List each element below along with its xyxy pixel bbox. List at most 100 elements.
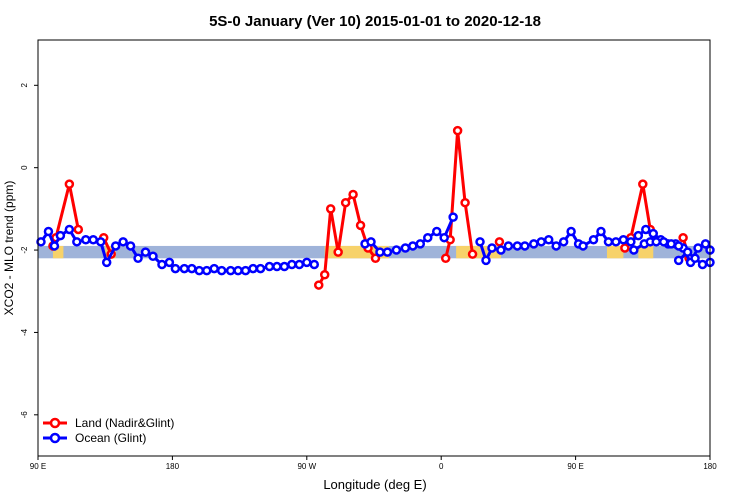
ocean-data-point [164,257,175,268]
ocean-data-point [101,257,112,268]
ocean-data-point [658,237,669,247]
ocean-data-point [255,263,266,274]
y-tick-label: 0 [20,165,29,170]
plot-area: 90 E 180 90 W 0 90 E 180 2 0 -2 -4 -6 [20,39,717,471]
land-data-point [638,179,648,189]
ocean-data-point [375,247,385,257]
land-data-point [348,189,358,200]
y-tick-label: 2 [20,83,29,88]
y-tick-label: -6 [20,411,29,419]
ocean-data-point [133,253,143,264]
land-strip [52,245,64,259]
land-data-point [64,179,75,189]
ocean-data-point [648,228,659,239]
land-data-point [467,249,478,259]
ocean-data-point [287,259,297,270]
legend: Land (Nadir&Glint) Ocean (Glint) [43,416,174,445]
ocean-data-point [36,237,46,247]
legend-land-label: Land (Nadir&Glint) [75,416,174,430]
ocean-data-point [666,239,676,249]
ocean-data-point [641,224,651,235]
ocean-data-point [697,259,708,270]
ocean-data-point [626,237,636,247]
ocean-data-point [448,212,458,222]
ocean-data-point [487,243,497,253]
land-data-point [460,197,470,208]
ocean-data-point [72,237,82,247]
ocean-data-point [633,230,644,241]
ocean-data-point [366,237,376,247]
ocean-data-point [651,237,661,247]
ocean-data-point [264,261,275,272]
y-tick-label: -4 [20,328,29,336]
ocean-data-point [439,232,449,243]
ocean-data-point [391,245,402,255]
ocean-data-point [179,263,190,274]
ocean-data-point [629,245,639,255]
ocean-data-point [481,255,491,266]
land-strip [606,245,624,259]
land-data-point [313,280,324,290]
ocean-data-point [400,243,411,253]
y-axis-label: XCO2 - MLO trend (ppm) [2,181,16,316]
land-data-point [494,237,505,247]
ocean-data-point [690,253,700,264]
ocean-data-point [512,241,523,251]
ocean-data-point [536,237,547,247]
y-tick-label: -2 [20,246,29,254]
ocean-data-point [475,237,485,247]
x-tick-label: 180 [703,462,717,471]
ocean-data-point [529,239,539,249]
legend-ocean-label: Ocean (Glint) [75,431,146,445]
ocean-data-point [520,241,530,251]
ocean-data-point [272,261,282,272]
ocean-data-point [81,235,91,245]
ocean-data-point [578,241,588,251]
ocean-data-point [125,241,136,251]
chart-title: 5S-0 January (Ver 10) 2015-01-01 to 2020… [209,13,541,30]
ocean-data-point [248,263,258,274]
ocean-data-point [43,226,54,237]
land-data-point [355,220,366,231]
ocean-data-point [611,237,621,247]
ocean-data-point [496,245,506,255]
land-data-point [370,253,381,264]
x-axis-label: Longitude (deg E) [323,477,426,492]
ocean-data-point [170,263,181,274]
ocean-data-point [382,247,393,257]
x-tick-label: 90 E [567,462,583,471]
ocean-data-point [551,241,561,251]
land-strip [638,245,654,259]
ocean-data-point [279,261,290,272]
ocean-data-point [148,251,158,261]
land-data-point [440,253,451,264]
ocean-data-point [673,255,684,266]
land-data-point [325,204,336,214]
ocean-data-point [187,263,197,274]
ocean-data-point [588,235,599,245]
ocean-data-point [88,235,99,245]
ocean-data-point [415,239,426,249]
legend-ocean-marker [49,432,61,444]
ocean-data-point [423,232,433,243]
ocean-data-point [118,237,128,247]
ocean-data-point [700,239,711,249]
ocean-data-point [49,241,60,251]
ocean-data-point [209,263,219,274]
ocean-data-point [503,241,514,251]
land-data-point [340,197,351,208]
land-data-point [319,270,330,280]
ocean-data-point [302,257,312,268]
ocean-data-point [543,235,554,245]
ocean-data-point [225,265,236,276]
plot-frame [37,39,711,457]
ocean-data-point [110,241,121,251]
ocean-data-point [216,265,227,276]
x-tick-label: 90 W [297,462,316,471]
ocean-data-point [682,247,693,257]
land-data-point [452,125,463,136]
ocean-data-point [55,230,66,241]
ocean-data-point [240,265,251,276]
land-data-point [73,224,84,235]
